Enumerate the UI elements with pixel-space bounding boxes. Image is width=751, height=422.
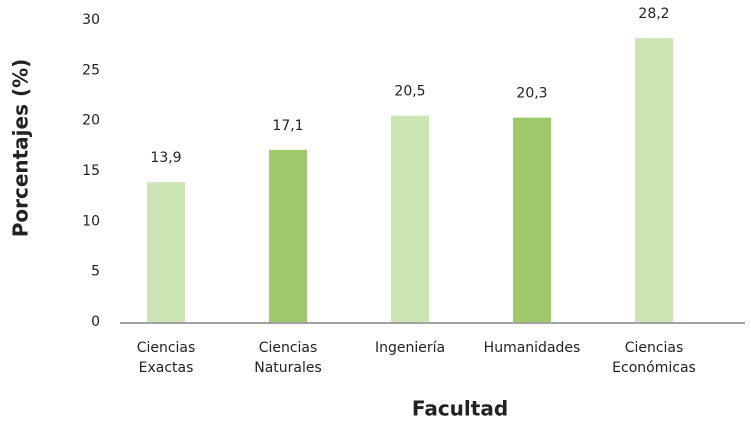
x-tick-label: Ciencias Económicas: [612, 340, 696, 376]
x-axis-title: Facultad: [412, 397, 508, 421]
data-label: 28,2: [638, 6, 669, 22]
x-tick-label: Ciencias Exactas: [137, 340, 196, 376]
x-tick-label: Ingeniería: [375, 340, 445, 356]
y-axis-title: Porcentajes (%): [9, 59, 33, 238]
data-label: 17,1: [272, 118, 303, 134]
y-tick-label: 15: [82, 163, 100, 179]
x-tick-label: Ciencias Naturales: [254, 340, 322, 376]
data-label: 13,9: [150, 150, 181, 166]
bar: [269, 149, 307, 322]
bar: [513, 117, 551, 322]
y-tick-label: 0: [91, 314, 100, 330]
x-tick-label: Humanidades: [484, 340, 581, 356]
bar: [147, 182, 185, 322]
data-label: 20,5: [394, 84, 425, 100]
y-tick-label: 25: [82, 62, 100, 78]
y-tick-label: 10: [82, 213, 100, 229]
y-tick-label: 5: [91, 264, 100, 280]
y-tick-label: 30: [82, 12, 100, 28]
bar: [635, 38, 673, 323]
bar: [391, 115, 429, 322]
data-label: 20,3: [516, 86, 547, 102]
y-tick-label: 20: [82, 113, 100, 129]
